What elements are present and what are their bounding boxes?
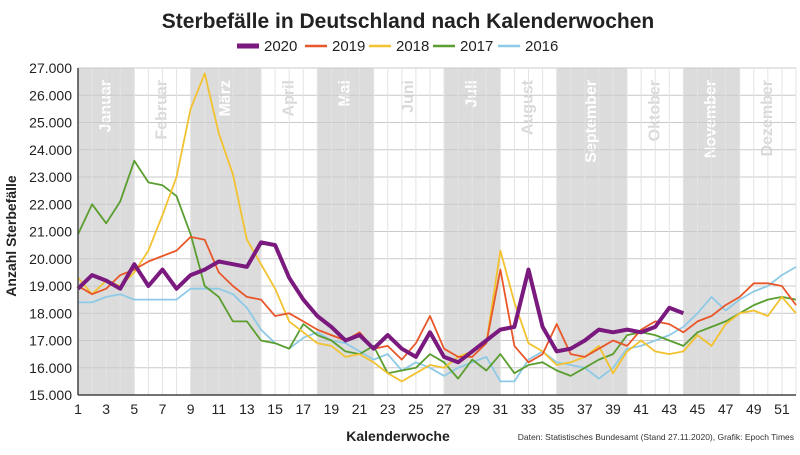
x-tick-label: 29 [464, 401, 480, 417]
month-label-8: September [583, 80, 600, 163]
y-tick-label: 16.000 [29, 360, 72, 376]
x-tick-label: 31 [493, 401, 509, 417]
legend-label-2017: 2017 [460, 38, 493, 55]
y-tick-label: 19.000 [29, 278, 72, 294]
x-tick-label: 17 [295, 401, 311, 417]
x-tick-label: 27 [436, 401, 452, 417]
x-tick-label: 41 [633, 401, 649, 417]
chart-title: Sterbefälle in Deutschland nach Kalender… [162, 10, 654, 33]
x-tick-label: 39 [605, 401, 621, 417]
y-tick-labels: 15.000 16.000 17.000 18.000 19.000 20.000 21.0… [29, 60, 72, 403]
x-tick-label: 37 [577, 401, 593, 417]
x-tick-label: 47 [718, 401, 734, 417]
x-tick-label: 11 [212, 401, 227, 417]
y-tick-label: 17.000 [29, 333, 72, 349]
x-axis-label: Kalenderwoche [346, 428, 450, 444]
x-tick-label: 3 [102, 401, 110, 417]
series-line-2020 [76, 240, 685, 365]
series-lines [76, 72, 797, 383]
x-tick-label: 9 [187, 401, 195, 417]
y-tick-label: 25.000 [29, 115, 72, 131]
legend-label-2018: 2018 [396, 38, 429, 55]
series-line-2016 [78, 266, 797, 383]
x-tick-label: 15 [267, 401, 283, 417]
x-tick-label: 1 [74, 401, 82, 417]
x-tick-label: 19 [324, 401, 340, 417]
x-tick-label: 23 [380, 401, 396, 417]
month-label-5: Juni [400, 80, 417, 113]
y-tick-label: 20.000 [29, 251, 72, 267]
x-tick-label: 33 [521, 401, 537, 417]
source-note: Daten: Statistisches Bundesamt (Stand 27… [518, 432, 794, 442]
y-tick-label: 21.000 [29, 224, 72, 240]
legend-label-2019: 2019 [332, 38, 365, 55]
y-tick-label: 18.000 [29, 305, 72, 321]
x-tick-label: 5 [130, 401, 138, 417]
legend: 2020 2019 2018 2017 2016 [237, 38, 558, 55]
y-tick-label: 24.000 [29, 142, 72, 158]
y-tick-label: 22.000 [29, 196, 72, 212]
y-axis-label: Anzahl Sterbefälle [3, 175, 19, 297]
y-tick-label: 26.000 [29, 87, 72, 103]
x-tick-label: 25 [408, 401, 424, 417]
axes [77, 68, 796, 396]
x-tick-label: 35 [549, 401, 565, 417]
legend-label-2020: 2020 [264, 38, 297, 55]
y-tick-label: 27.000 [29, 60, 72, 76]
y-tick-label: 15.000 [29, 387, 72, 403]
x-tick-label: 13 [239, 401, 255, 417]
x-tick-label: 21 [352, 401, 368, 417]
x-tick-label: 45 [690, 401, 706, 417]
legend-label-2016: 2016 [525, 38, 558, 55]
x-tick-label: 49 [746, 401, 762, 417]
y-tick-label: 23.000 [29, 169, 72, 185]
month-label-2: März [217, 80, 234, 116]
series-line-2019 [77, 235, 797, 364]
x-tick-label: 43 [662, 401, 678, 417]
series-line-2017 [77, 159, 797, 380]
x-tick-labels: 1 3 5 7 9 11 13 15 17 19 21 23 25 27 29 31 33 35 37 39 41 43 4… [74, 401, 790, 417]
x-tick-label: 51 [774, 401, 790, 417]
x-tick-label: 7 [159, 401, 167, 417]
series-line-2018 [77, 72, 797, 383]
